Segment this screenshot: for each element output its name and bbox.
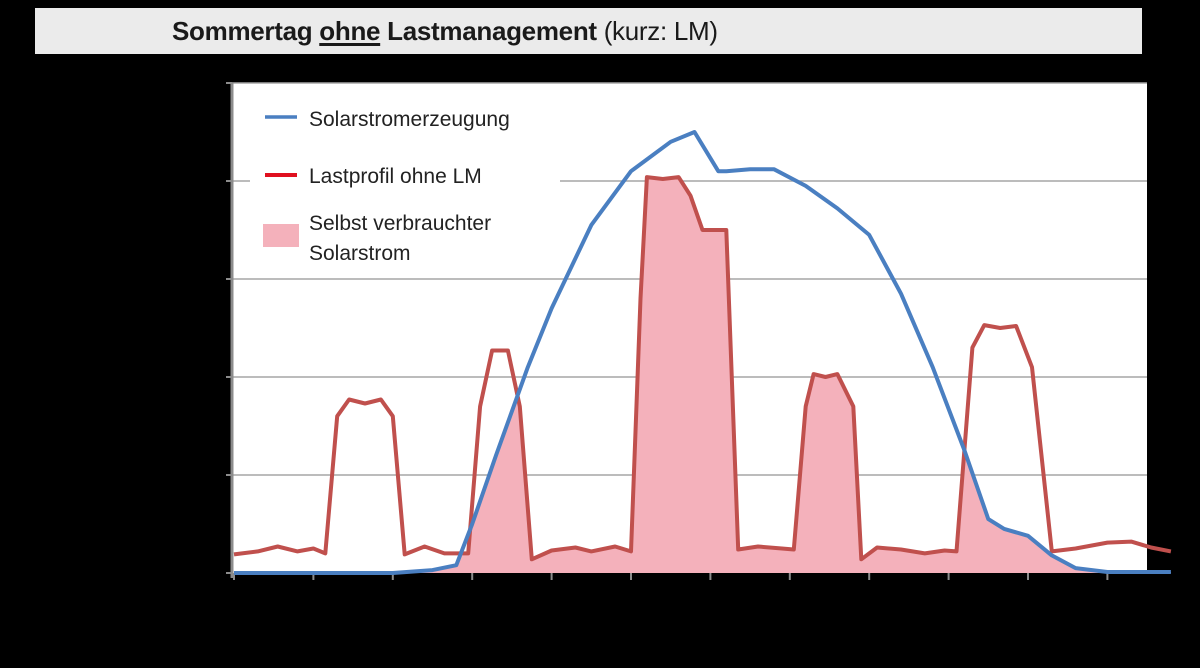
- legend-background: [250, 100, 560, 270]
- title-bar: [35, 8, 1142, 54]
- legend-self-consumption-swatch: [263, 224, 299, 247]
- title-part-3: Lastmanagement: [387, 16, 597, 46]
- solar-generation-line: [234, 130, 1171, 575]
- legend-solar-label: Solarstromerzeugung: [309, 108, 510, 131]
- self-consumption-area: [234, 177, 1171, 573]
- legend-self-label-line2: Solarstrom: [309, 242, 411, 265]
- title-part-4: (kurz: LM): [603, 16, 718, 46]
- legend-load-label: Lastprofil ohne LM: [309, 165, 482, 188]
- legend-self-label-line1: Selbst verbrauchter: [309, 212, 492, 235]
- chart-title: Sommertag ohne Lastmanagement (kurz: LM): [172, 16, 718, 47]
- title-part-2-underlined: ohne: [319, 16, 381, 46]
- load-profile-line: [233, 175, 1172, 562]
- title-part-1: Sommertag: [172, 16, 313, 46]
